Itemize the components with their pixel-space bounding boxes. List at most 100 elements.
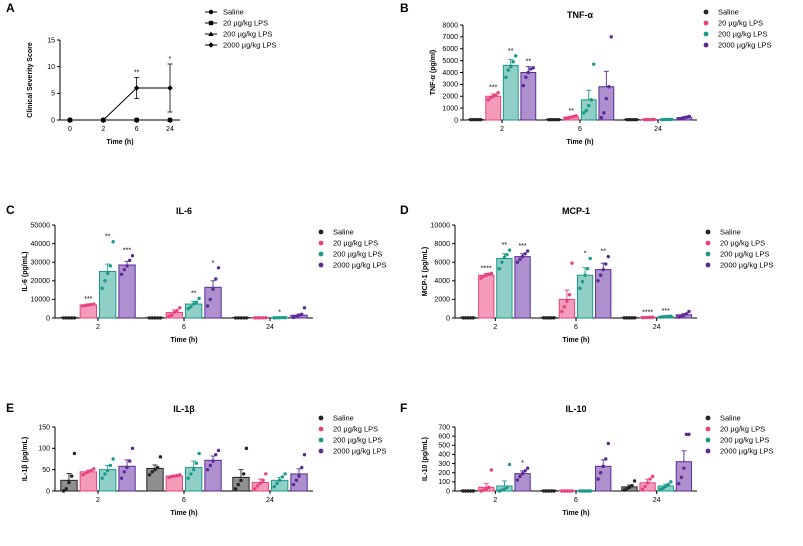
data-point [130,253,135,258]
y-tick-label: 50000 [31,222,51,229]
bar [514,256,531,319]
data-point [687,432,691,437]
data-point [625,316,629,320]
data-point [567,293,572,297]
legend-label: 2000 µg/kg LPS [718,41,772,50]
data-point [150,316,154,320]
y-tick-label: 150 [38,424,50,431]
data-point [667,117,671,122]
y-tick-label: 0 [446,315,450,322]
panel-letter: C [6,203,15,217]
x-tick-label: 2 [493,497,497,504]
data-point [280,475,285,479]
data-point [100,476,104,480]
data-point [547,117,551,122]
legend-marker [318,415,324,421]
legend-marker [318,229,324,235]
x-tick-label: 24 [266,497,274,504]
panel-f: F IL-10 0 100 200 300 400 500 600 700 IL-10 (pg/mL… [400,401,774,517]
panel-letter: E [6,401,14,415]
data-point [461,316,465,320]
data-point [122,267,127,272]
y-tick-label: 100 [38,446,50,453]
data-point [622,316,627,320]
y-axis-title: IL-6 (pg/mL) [22,251,29,291]
x-tick-label: 6 [135,126,139,133]
panel-letter: B [400,1,409,15]
data-point [479,276,483,280]
data-point [108,264,113,268]
data-point [147,473,152,477]
data-point [592,62,596,66]
data-point [208,463,213,468]
data-point [525,466,530,470]
data-point [684,312,689,316]
data-point [150,470,154,474]
data-point [167,85,173,91]
data-point [89,302,93,307]
data-point [297,313,301,317]
series-line [70,87,170,121]
data-point [664,314,668,319]
significance-label: * [521,460,524,467]
data-point [167,475,171,480]
data-point [197,451,201,456]
data-point [69,474,74,478]
data-point [72,451,77,456]
data-point [596,279,600,283]
x-axis-title: Time (h) [562,510,589,517]
data-point [167,314,171,318]
data-point [601,267,605,272]
panel-c: C IL-6 0 10000 20000 30000 40000 50000 IL-6 (pg/… [6,203,387,344]
legend-marker [705,262,711,268]
data-point [679,314,684,318]
panel-a: A 0 5 10 15 Clinical Severity Score Time (h) 0 2… [6,1,277,146]
data-point [172,474,177,478]
data-point [175,473,179,478]
data-point [505,253,509,257]
data-point [687,114,691,119]
data-point [258,481,263,486]
legend-label: 2000 µg/kg LPS [333,447,387,456]
x-axis-title: Time (h) [566,139,593,146]
data-point [169,474,174,479]
data-point [632,117,636,122]
data-point [255,316,260,320]
y-tick-label: 8000 [442,22,458,29]
legend-marker [208,9,214,15]
bar [576,274,594,319]
y-tick-label: 600 [438,433,450,440]
data-point [241,472,246,476]
data-point [175,308,179,313]
data-point [604,262,608,266]
data-point [128,459,132,463]
data-point [531,66,535,70]
data-point [524,75,528,79]
y-tick-label: 30000 [31,260,51,267]
data-point [645,481,650,485]
data-point [582,111,586,115]
x-tick-label: 6 [182,324,186,331]
data-point [682,313,686,317]
legend-marker [318,437,324,443]
data-point [105,271,110,276]
legend-marker [705,415,711,421]
legend-marker [318,240,324,246]
data-point [172,310,177,315]
data-point [560,489,564,493]
legend-label: Saline [718,8,739,17]
legend-marker [208,31,214,36]
data-point [81,473,85,477]
data-point [103,472,107,476]
data-point [134,117,140,122]
data-point [461,489,465,493]
data-point [601,464,605,469]
data-point [521,83,526,88]
data-point [602,111,606,115]
data-point [669,480,673,484]
data-point [169,313,174,317]
legend-label: 20 µg/kg LPS [223,19,268,28]
bar [675,461,693,492]
data-point [64,487,68,491]
chart-title: IL-10 [565,404,586,414]
